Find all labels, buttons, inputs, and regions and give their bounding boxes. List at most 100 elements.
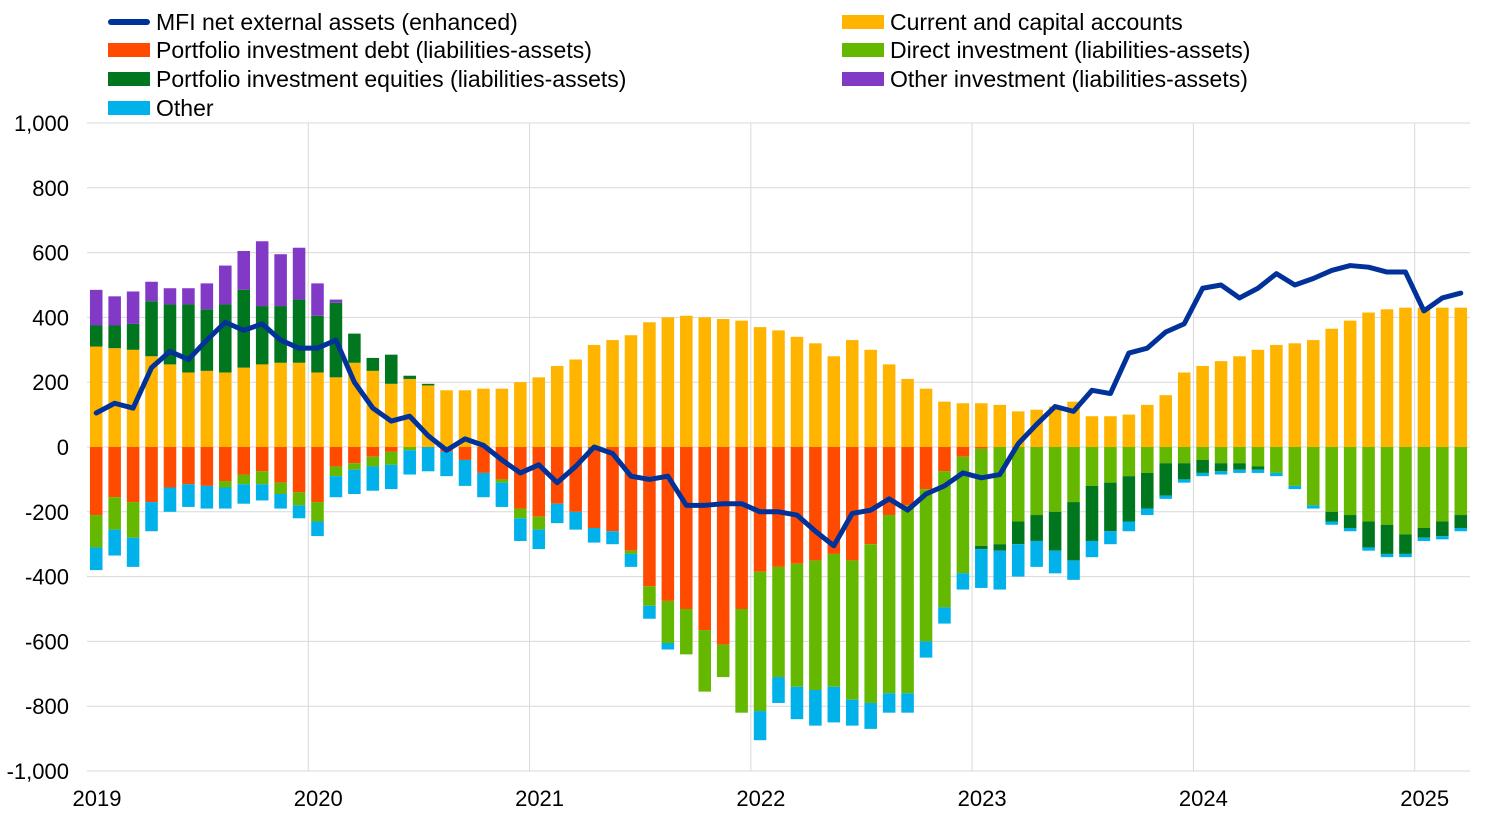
bar-segment (882, 364, 896, 447)
legend-swatch (842, 43, 884, 57)
bar-segment (89, 289, 103, 326)
bar-segment (255, 471, 269, 485)
bar-segment (993, 404, 1007, 447)
bar-segment (845, 447, 859, 561)
bar-segment (237, 367, 251, 447)
bar-segment (919, 388, 933, 447)
bar-segment (975, 448, 988, 546)
bar-segment (495, 482, 509, 507)
bar-segment (569, 511, 582, 530)
bar-segment (108, 447, 121, 498)
bar-segment (1214, 447, 1228, 464)
legend-item-other: Other (108, 94, 214, 122)
x-tick-label: 2022 (736, 786, 785, 811)
bar-segment (1159, 495, 1173, 499)
bar-segment (384, 354, 398, 384)
bar-segment (1325, 511, 1338, 522)
bar-segment (1380, 524, 1394, 554)
legend-item-other-investment: Other investment (liabilities-assets) (842, 65, 1248, 93)
bar-segment (292, 492, 306, 506)
bar-segment (864, 702, 877, 729)
bar-segment (89, 346, 103, 447)
bar-segment (882, 447, 896, 516)
bar-segment (661, 600, 675, 644)
y-tick-label: -200 (25, 500, 69, 525)
bar-segment (882, 515, 896, 694)
bar-segment (514, 508, 527, 519)
bar-segment (1325, 447, 1338, 512)
y-tick-label: 800 (32, 176, 69, 201)
y-tick-label: 600 (32, 241, 69, 266)
bar-segment (89, 547, 103, 571)
bar-segment (827, 686, 841, 723)
bar-segment (1288, 447, 1302, 486)
bar-segment (1436, 307, 1449, 447)
bar-segment (919, 489, 933, 642)
bar-segment (366, 456, 380, 467)
bar-segment (809, 690, 822, 726)
bar-segment (827, 356, 841, 447)
x-tick-label: 2019 (73, 786, 122, 811)
bar-segment (1085, 540, 1099, 558)
bar-segment (1067, 447, 1080, 503)
bar-segment (274, 254, 287, 307)
bar-segment (274, 362, 287, 447)
bar-segment (200, 283, 214, 310)
bar-segment (1159, 395, 1173, 447)
bar-segment (882, 693, 896, 713)
bar-segment (864, 544, 877, 703)
bar-segment (292, 299, 306, 363)
bar-segment (1011, 544, 1025, 577)
bar-segment (219, 265, 232, 305)
bar-segment (643, 605, 656, 619)
bar-segment (200, 447, 214, 486)
bar-segment (772, 330, 785, 447)
bar-segment (1233, 447, 1246, 464)
bar-segment (1454, 528, 1468, 532)
bar-segment (458, 459, 472, 486)
bar-segment (237, 484, 251, 504)
bar-segment (1306, 340, 1320, 447)
legend-swatch (842, 72, 884, 86)
bar-segment (126, 502, 140, 538)
bar-segment (569, 447, 582, 512)
bar-segment (680, 315, 693, 447)
y-tick-label: 1,000 (14, 111, 69, 136)
bar-segment (1270, 447, 1283, 473)
bar-segment (716, 319, 730, 447)
bar-segment (366, 466, 380, 491)
bar-segment (477, 447, 490, 473)
bar-segment (1251, 469, 1265, 473)
bar-segment (1306, 505, 1320, 509)
bar-segment (126, 323, 140, 350)
bar-segment (716, 644, 730, 678)
bar-segment (1233, 463, 1246, 470)
bar-segment (145, 301, 158, 357)
bar-segment (1417, 307, 1431, 447)
bar-segment (108, 325, 121, 349)
bar-segment (311, 447, 324, 503)
bar-segment (1454, 447, 1468, 516)
bar-segment (938, 401, 951, 447)
bar-segment (1141, 508, 1154, 516)
bar-segment (1343, 528, 1357, 532)
bar-segment (532, 516, 546, 530)
bar-segment (182, 304, 195, 373)
bar-segment (1436, 536, 1449, 540)
bar-segment (1233, 356, 1246, 447)
bar-segment (1085, 485, 1099, 541)
bar-segment (1454, 307, 1468, 447)
bar-segment (163, 288, 177, 305)
y-tick-label: -600 (25, 629, 69, 654)
bar-segment (1454, 515, 1468, 528)
bar-segment (219, 481, 232, 488)
bar-segment (901, 505, 914, 694)
bar-segment (532, 377, 546, 447)
bar-segment (1159, 447, 1173, 464)
bar-segment (1270, 472, 1283, 477)
legend-swatch (842, 15, 884, 29)
bar-segment (421, 447, 435, 472)
bar-segment (772, 677, 785, 703)
bar-segment (145, 281, 158, 302)
bar-segment (661, 447, 675, 601)
